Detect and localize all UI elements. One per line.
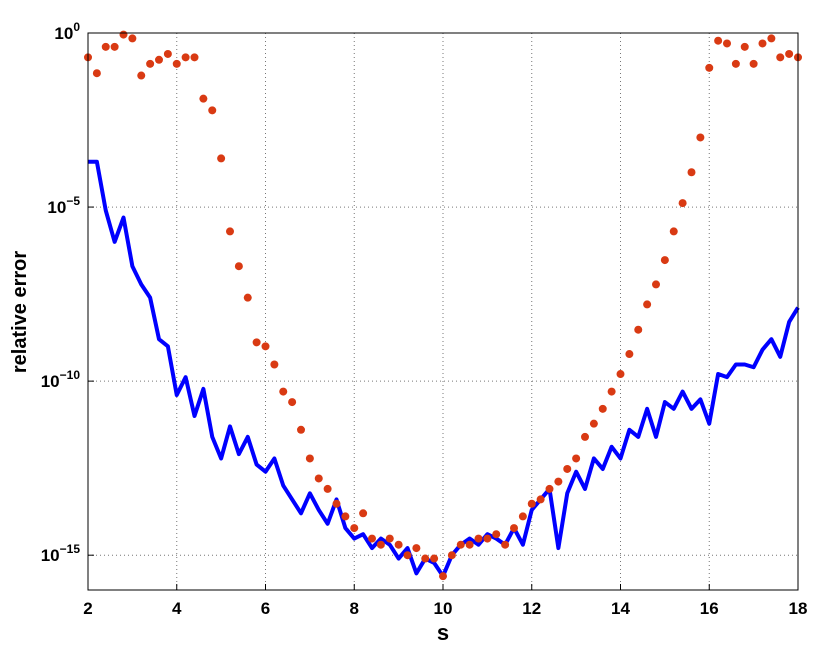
- error-dot: [536, 495, 545, 504]
- error-dot: [723, 39, 731, 48]
- error-dot: [332, 499, 341, 508]
- error-dot: [483, 534, 492, 543]
- error-dot: [696, 133, 705, 142]
- error-dot: [474, 534, 483, 543]
- x-tick-label: 6: [261, 599, 270, 618]
- error-dot: [660, 256, 669, 265]
- y-axis-label: relative error: [9, 251, 31, 374]
- error-dot: [199, 94, 208, 103]
- error-dot: [412, 544, 421, 553]
- error-dot: [767, 34, 776, 43]
- x-tick-label: 10: [434, 599, 453, 618]
- plot-area: [88, 33, 798, 590]
- error-dot: [368, 534, 376, 543]
- x-tick-label: 14: [611, 599, 630, 618]
- error-dot: [465, 540, 474, 549]
- error-dot: [110, 42, 119, 51]
- error-dot: [305, 454, 314, 463]
- x-tick-label: 18: [789, 599, 808, 618]
- error-dot: [385, 534, 394, 543]
- error-dot: [323, 484, 332, 493]
- error-dot: [652, 280, 660, 289]
- error-dot: [643, 300, 652, 309]
- error-dot: [545, 484, 554, 493]
- error-dot: [101, 42, 110, 51]
- error-dot: [776, 53, 785, 62]
- error-dot: [518, 512, 527, 521]
- error-dot: [501, 540, 510, 549]
- error-dot: [288, 398, 297, 407]
- error-dot: [279, 387, 288, 396]
- error-dot: [92, 69, 101, 78]
- error-dot: [581, 432, 589, 441]
- error-dot: [456, 540, 465, 549]
- error-dot: [252, 338, 261, 347]
- error-dot: [563, 464, 572, 473]
- error-dot: [341, 512, 350, 521]
- error-dot: [297, 425, 305, 434]
- error-dot: [625, 350, 634, 359]
- x-tick-label: 8: [350, 599, 359, 618]
- error-dot: [492, 530, 501, 539]
- error-dot: [190, 53, 199, 62]
- error-dot: [527, 499, 536, 508]
- error-dot: [217, 154, 226, 163]
- x-tick-label: 2: [83, 599, 92, 618]
- error-dot: [261, 342, 270, 351]
- error-dot: [403, 551, 412, 560]
- error-dot: [314, 474, 323, 483]
- error-dot: [137, 71, 146, 80]
- error-dot: [572, 454, 581, 463]
- x-tick-label: 16: [700, 599, 719, 618]
- x-tick-label: 4: [172, 599, 182, 618]
- error-dot: [447, 551, 456, 560]
- error-dot: [376, 540, 385, 549]
- error-dot: [350, 524, 359, 533]
- error-dot: [181, 53, 190, 62]
- error-dot: [714, 36, 723, 45]
- error-dot: [740, 42, 749, 51]
- error-dot: [146, 59, 155, 68]
- y-tick-label: 10−10: [41, 368, 81, 391]
- error-dot: [669, 227, 678, 236]
- x-axis-label: s: [437, 620, 449, 645]
- error-dot: [172, 59, 181, 68]
- y-tick-label: 10−15: [41, 542, 81, 565]
- error-dot: [234, 262, 243, 271]
- error-dot: [208, 106, 217, 115]
- error-dot: [155, 55, 163, 64]
- error-dot: [430, 554, 439, 563]
- y-tick-label: 100: [54, 20, 80, 43]
- error-dot: [554, 477, 563, 486]
- error-dot: [705, 63, 714, 72]
- error-dot: [731, 59, 740, 68]
- error-dot: [616, 370, 625, 379]
- error-dot: [439, 572, 447, 581]
- error-dot: [128, 34, 137, 43]
- error-dot: [678, 199, 687, 208]
- error-dot: [758, 39, 767, 48]
- error-dot: [243, 293, 252, 302]
- error-dot: [394, 540, 403, 549]
- error-dot: [598, 404, 607, 413]
- error-dot: [510, 524, 518, 533]
- y-tick-label: 10−5: [47, 194, 80, 217]
- error-dot: [749, 59, 758, 68]
- error-dot: [607, 387, 616, 396]
- error-dot: [634, 325, 643, 334]
- error-dot: [359, 509, 368, 518]
- x-tick-label: 12: [522, 599, 541, 618]
- error-dot: [226, 227, 234, 236]
- error-dot: [687, 168, 696, 177]
- error-dot: [421, 554, 430, 563]
- error-dot: [119, 30, 128, 39]
- plot-frame: [87, 32, 799, 591]
- error-dot: [785, 49, 794, 58]
- error-dot: [163, 49, 172, 58]
- error-dot: [589, 419, 598, 428]
- error-dot: [270, 360, 279, 369]
